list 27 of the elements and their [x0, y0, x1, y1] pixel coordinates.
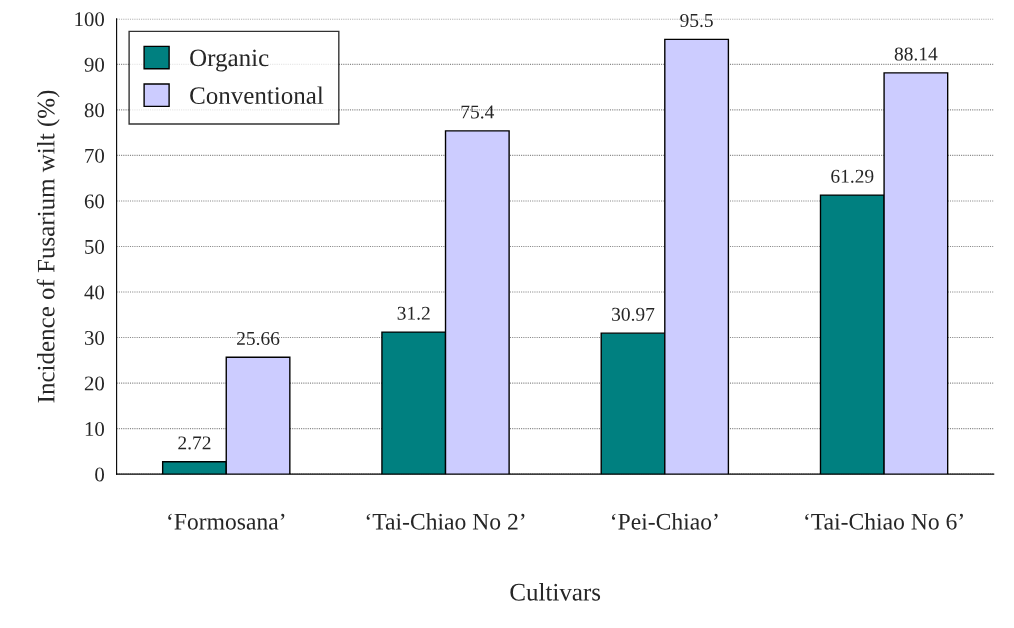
legend-label: Conventional	[190, 86, 324, 104]
data-label: 61.29	[831, 169, 874, 183]
y-tick-label: 100	[75, 12, 105, 27]
y-tick-label: 0	[95, 467, 105, 482]
x-tick-label: ‘Pei-Chiao’	[612, 513, 718, 530]
data-label: 30.97	[612, 307, 655, 321]
data-label: 2.72	[178, 436, 211, 450]
y-tick-label: 70	[85, 148, 105, 163]
y-tick-label: 80	[84, 103, 105, 118]
data-label: 75.4	[461, 105, 495, 119]
legend-label: Organic	[190, 49, 269, 72]
y-axis-title: Incidence of Fusarium wilt (%)	[36, 90, 60, 403]
x-tick-label: ‘Formosana’	[168, 513, 285, 530]
y-tick-label: 60	[84, 194, 105, 209]
y-tick-label: 30	[84, 330, 105, 345]
x-axis-title: Cultivars	[510, 583, 601, 601]
x-tick-label: ‘Tai-Chiao No 6’	[805, 513, 963, 530]
data-label: 31.2	[397, 306, 430, 320]
y-tick-label: 20	[84, 376, 105, 391]
y-tick-label: 10	[85, 421, 105, 437]
data-label: 95.5	[680, 13, 713, 28]
y-tick-label: 40	[84, 285, 105, 300]
data-label: 25.66	[237, 331, 280, 346]
data-label: 88.14	[894, 47, 938, 61]
x-tick-label: ‘Tai-Chiao No 2’	[366, 513, 525, 530]
y-tick-label: 90	[84, 57, 105, 72]
y-tick-label: 50	[85, 239, 105, 254]
